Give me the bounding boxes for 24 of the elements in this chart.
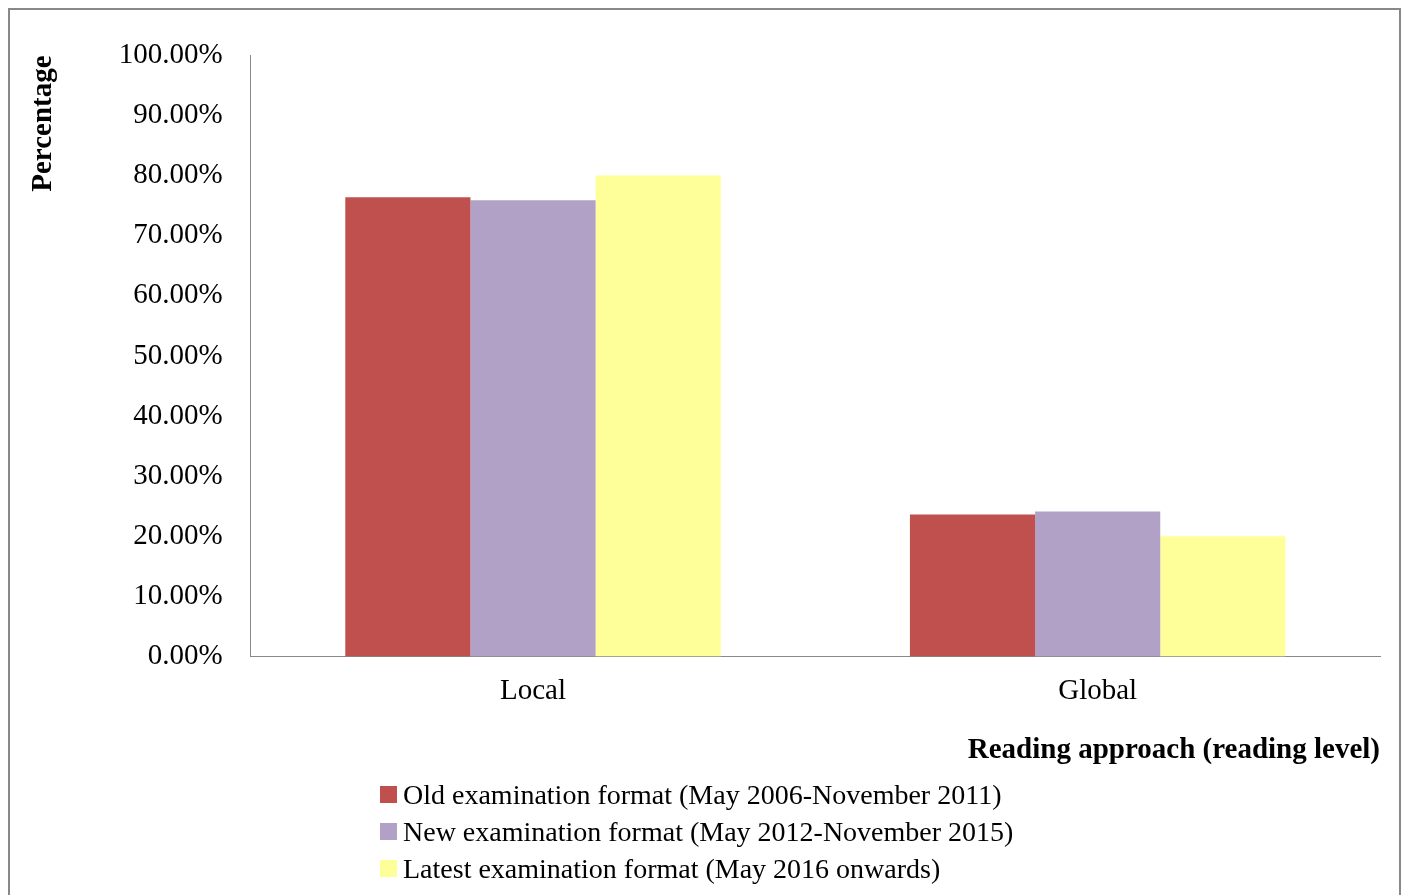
bar <box>1035 511 1161 657</box>
y-tick-label: 100.00% <box>118 37 223 70</box>
y-tick-label: 50.00% <box>133 337 223 370</box>
bar <box>1160 536 1286 657</box>
y-tick-label: 10.00% <box>133 577 223 610</box>
x-axis-title: Reading approach (reading level) <box>967 732 1380 766</box>
y-tick-label: 40.00% <box>133 397 223 430</box>
y-tick-label: 30.00% <box>133 457 223 490</box>
y-tick-label: 70.00% <box>133 217 223 250</box>
bar <box>909 514 1036 657</box>
y-tick-label: 20.00% <box>133 517 223 550</box>
y-axis-title: Percentage <box>24 55 57 192</box>
legend-label: Old examination format (May 2006-November 2011) <box>403 778 1002 812</box>
bar <box>345 197 471 657</box>
y-tick-label: 60.00% <box>133 277 223 310</box>
legend-label: New examination format (May 2012-November 2015) <box>403 815 1014 849</box>
bar <box>470 200 596 657</box>
bar <box>595 175 721 657</box>
legend-label: Latest examination format (May 2016 onwards) <box>403 852 941 886</box>
x-tick-label: Local <box>500 673 567 706</box>
y-tick-label: 90.00% <box>133 97 223 130</box>
y-tick-label: 80.00% <box>133 157 223 190</box>
y-tick-label: 0.00% <box>147 638 223 671</box>
x-tick-label: Global <box>1058 673 1138 706</box>
